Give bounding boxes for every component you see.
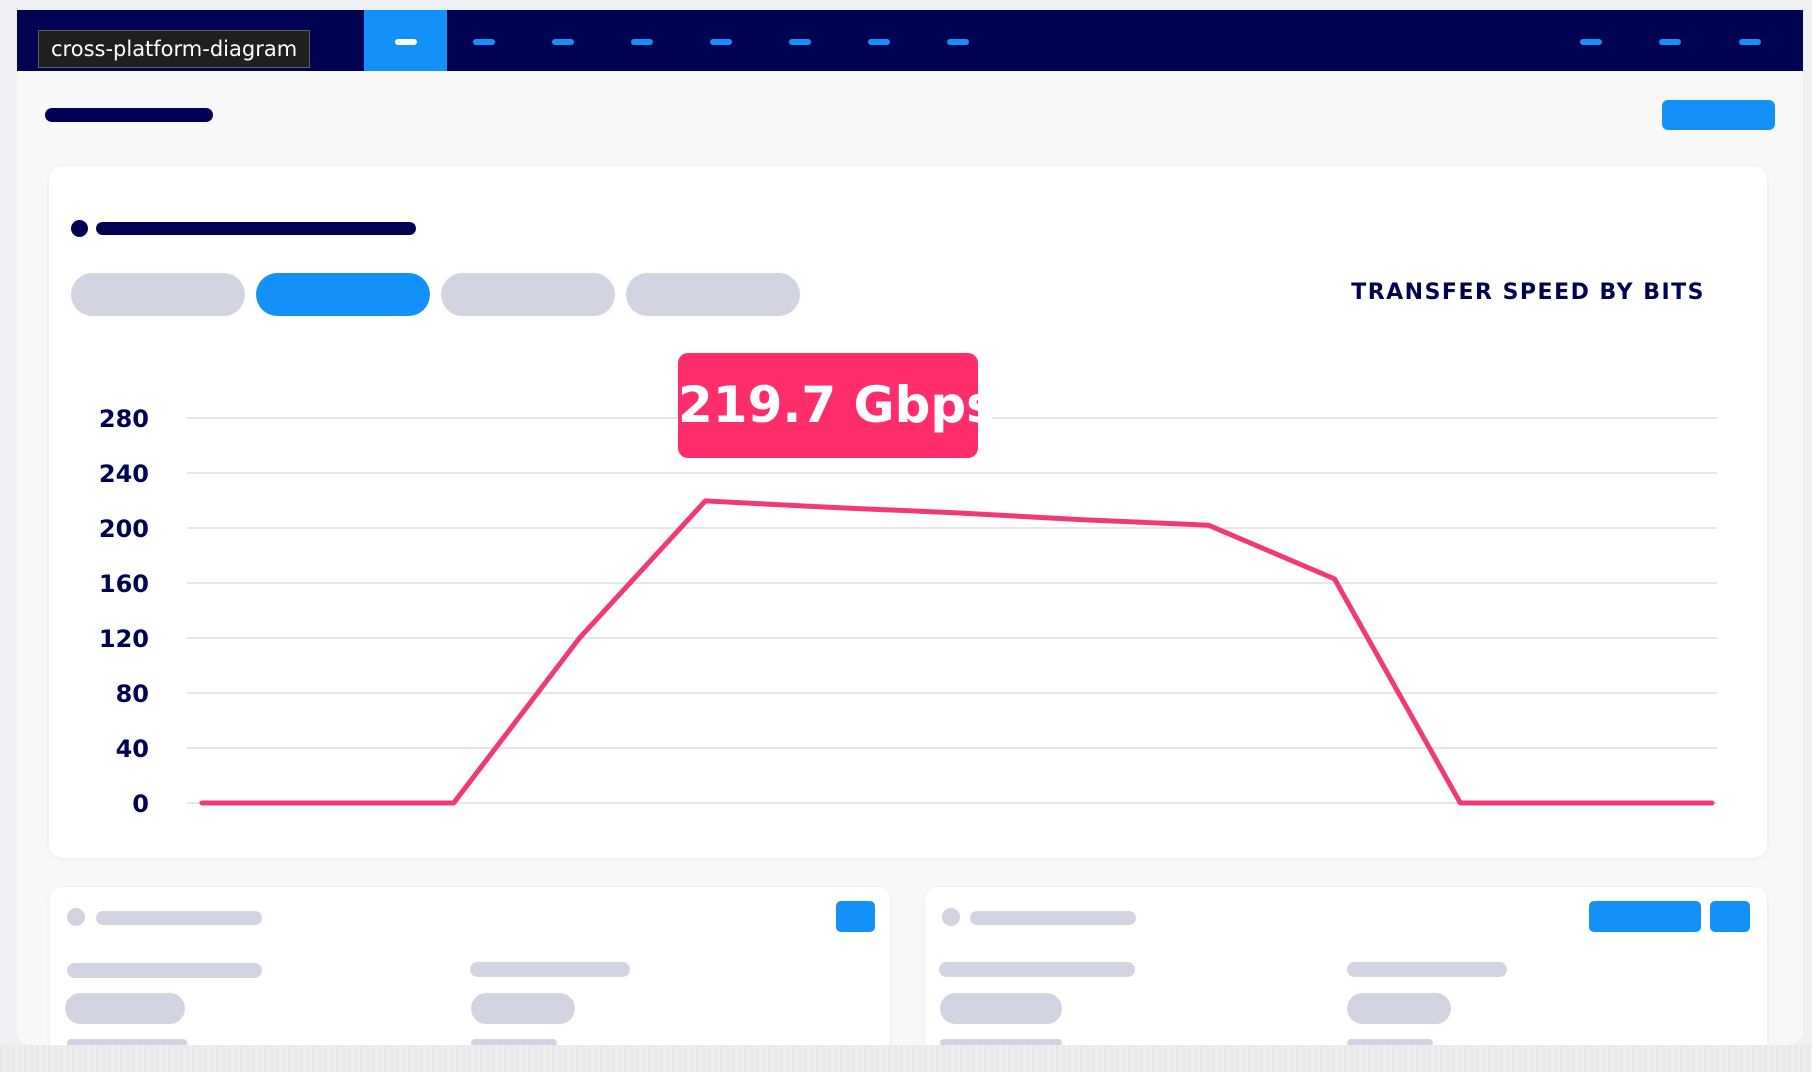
y-tick-label: 240 <box>99 460 149 488</box>
card-status-dot <box>71 220 88 237</box>
page-title-placeholder <box>45 108 213 122</box>
filter-pill-4[interactable] <box>626 273 800 316</box>
nav-right-item-2[interactable] <box>1659 39 1681 45</box>
hover-tooltip: cross-platform-diagram <box>38 30 311 68</box>
filter-pill-3[interactable] <box>441 273 615 316</box>
background-strip <box>0 1045 1812 1072</box>
card-left-dot <box>67 908 85 926</box>
y-tick-label: 160 <box>99 570 149 598</box>
card-right-title-placeholder <box>970 911 1136 925</box>
card-left-sub-1 <box>67 1039 187 1045</box>
y-tick-label: 120 <box>99 625 149 653</box>
nav-item-active-label <box>395 39 417 45</box>
value-callout: 219.7 Gbps <box>678 353 996 458</box>
line-chart: 0 40 80 120 160 200 240 280 <box>99 405 1717 818</box>
card-right-sub-1 <box>940 1039 1062 1045</box>
nav-item-8[interactable] <box>947 39 969 45</box>
nav-item-4[interactable] <box>631 39 653 45</box>
card-right-value-2 <box>1347 993 1451 1024</box>
y-tick-label: 280 <box>99 405 149 433</box>
app-window: cross-platform-diagram TRANSFER SPEED BY… <box>17 10 1803 1045</box>
card-left-label-1 <box>67 963 262 978</box>
card-left-value-1 <box>65 993 185 1024</box>
filter-pill-2-active[interactable] <box>256 273 430 316</box>
chart-card: TRANSFER SPEED BY BITS 0 40 80 120 160 200 240… <box>49 166 1767 858</box>
card-left-sub-2 <box>471 1039 557 1045</box>
nav-item-7[interactable] <box>868 39 890 45</box>
y-tick-label: 80 <box>116 680 149 708</box>
card-right-label-1 <box>939 962 1135 977</box>
card-left-title-placeholder <box>96 911 262 925</box>
card-left-action-button[interactable] <box>836 901 875 932</box>
series-line-0 <box>199 498 1715 806</box>
nav-item-6[interactable] <box>789 39 811 45</box>
nav-item-2[interactable] <box>473 39 495 45</box>
card-right-value-1 <box>940 993 1062 1024</box>
card-right-secondary-button[interactable] <box>1710 901 1750 932</box>
top-navigation-bar: cross-platform-diagram <box>17 10 1803 71</box>
nav-right-item-3[interactable] <box>1739 39 1761 45</box>
nav-item-5[interactable] <box>710 39 732 45</box>
nav-right-item-1[interactable] <box>1580 39 1602 45</box>
card-right-label-2 <box>1347 962 1507 977</box>
filter-pill-1[interactable] <box>71 273 245 316</box>
card-right-dot <box>942 908 960 926</box>
header-action-button[interactable] <box>1662 100 1775 130</box>
nav-item-3[interactable] <box>552 39 574 45</box>
summary-card-left <box>50 887 890 1045</box>
card-left-value-2 <box>471 993 575 1024</box>
y-tick-label: 0 <box>132 790 149 818</box>
summary-card-right <box>925 887 1767 1045</box>
chart-title: TRANSFER SPEED BY BITS <box>1351 280 1705 305</box>
y-tick-label: 200 <box>99 515 149 543</box>
card-title-placeholder <box>96 222 416 235</box>
y-tick-label: 40 <box>116 735 149 763</box>
card-right-sub-2 <box>1347 1039 1433 1045</box>
card-left-label-2 <box>470 962 630 977</box>
card-right-primary-button[interactable] <box>1589 901 1701 932</box>
